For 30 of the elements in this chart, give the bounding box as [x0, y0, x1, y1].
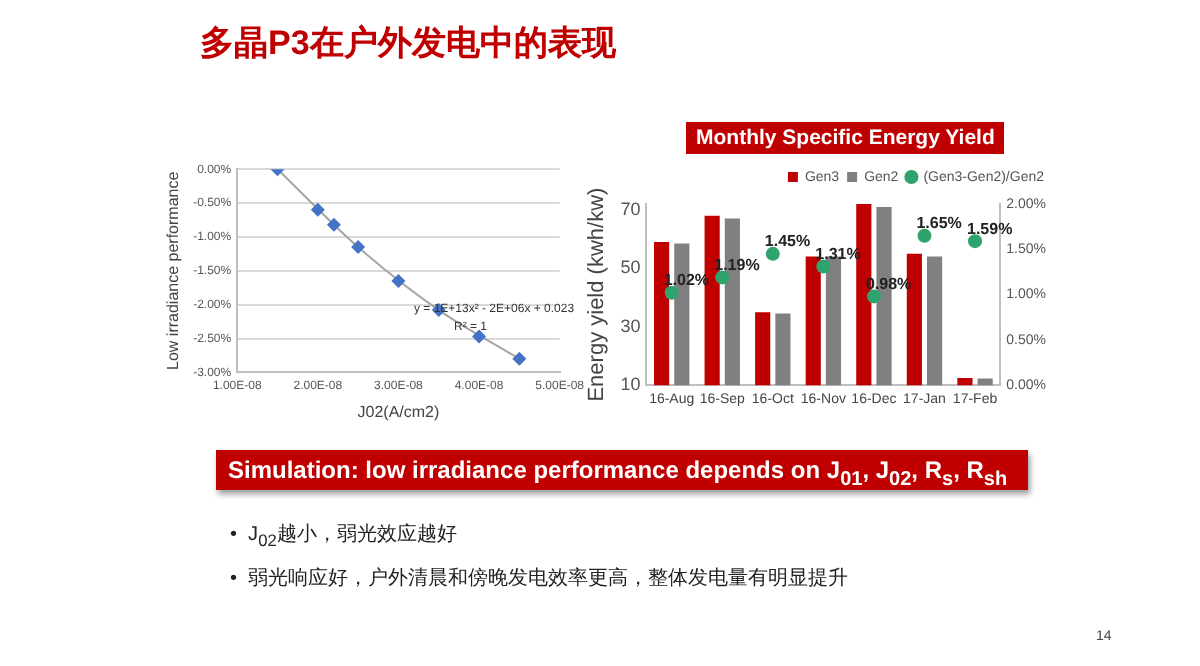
point [391, 273, 406, 288]
point [968, 234, 983, 249]
y-axis-title: Energy yield (kwh/kw) [585, 187, 610, 402]
point [917, 228, 932, 243]
x-axis-title: J02(A/cm2) [357, 402, 440, 421]
data-label: 1.59% [967, 219, 1013, 238]
text: • J$_{02}$越小，弱光效应越好 [230, 521, 459, 554]
data-label: 0.98% [865, 274, 912, 293]
text: Simulation: low irradiance performance depends on J$_{01}$, J$_{02}$, R$_{s}$, R$_{sh}$ [216, 450, 1028, 491]
chart-title: 多晶P3在户外发电中的表现 [200, 22, 616, 66]
data-label: 1.02% [663, 271, 710, 290]
chart-title: Monthly Specific Energy Yield [686, 122, 1005, 154]
point [715, 270, 730, 285]
point [310, 202, 325, 217]
point [351, 240, 366, 255]
y-tick-label: 10 [620, 374, 641, 395]
y-tick-label: 30 [620, 315, 641, 336]
data-label: 1.65% [916, 214, 962, 233]
point [816, 259, 831, 274]
y-axis-title: Low irradiance performance [164, 170, 183, 370]
y-tick-label: 70 [620, 198, 641, 219]
point [326, 217, 341, 232]
data-label: 1.45% [764, 232, 811, 251]
text: • 弱光响应好，户外清晨和傍晚发电效率更高，整体发电量有明显提升 [230, 565, 849, 594]
point [765, 246, 780, 261]
point [866, 289, 881, 304]
point [512, 351, 527, 366]
point [472, 329, 487, 344]
point [664, 285, 679, 300]
y-tick-label: 50 [620, 257, 641, 278]
